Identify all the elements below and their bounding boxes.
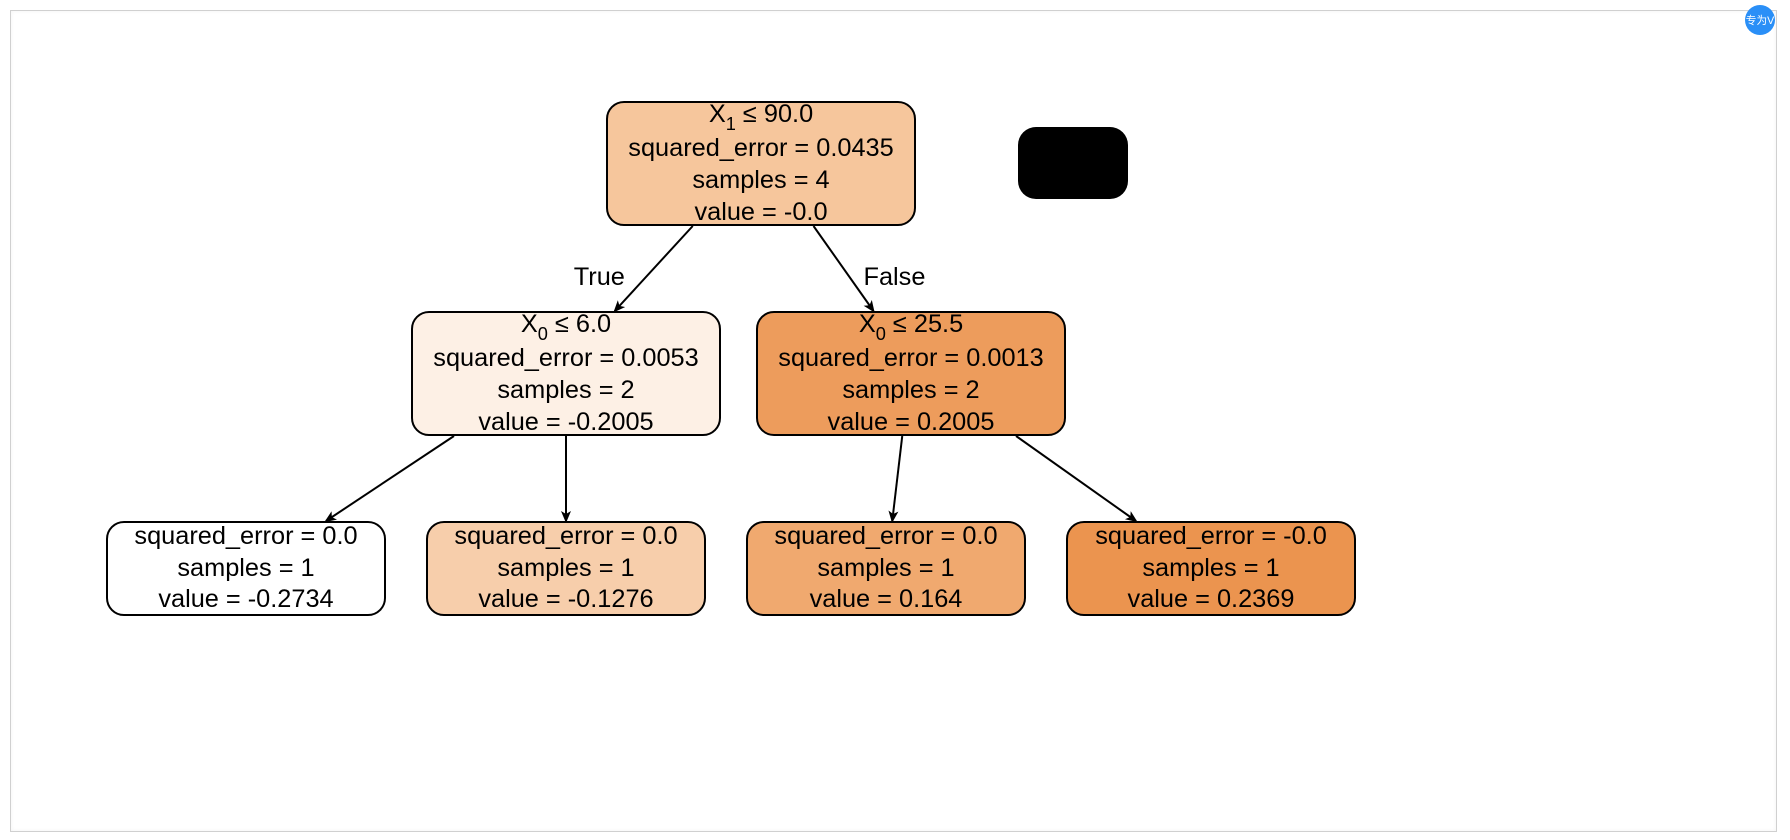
node-split-rule: X0 ≤ 6.0 [521, 309, 611, 344]
edge-label-false: False [864, 263, 926, 292]
node-squared-error: squared_error = 0.0013 [778, 343, 1043, 375]
node-value: value = -0.2005 [478, 407, 653, 439]
node-squared-error: squared_error = 0.0053 [433, 343, 698, 375]
node-value: value = -0.1276 [478, 584, 653, 616]
edge-R-RL [892, 436, 902, 521]
edge-R-RR [1016, 436, 1136, 521]
tree-node-root: X1 ≤ 90.0squared_error = 0.0435samples =… [606, 101, 916, 226]
node-squared-error: squared_error = -0.0 [1095, 521, 1327, 553]
node-value: value = 0.2005 [828, 407, 995, 439]
node-value: value = 0.2369 [1128, 584, 1295, 616]
node-squared-error: squared_error = 0.0 [774, 521, 997, 553]
node-squared-error: squared_error = 0.0 [454, 521, 677, 553]
node-squared-error: squared_error = 0.0 [134, 521, 357, 553]
node-samples: samples = 4 [692, 165, 829, 197]
edge-label-true: True [574, 263, 625, 292]
node-samples: samples = 1 [177, 553, 314, 585]
edge-L-LL [326, 436, 454, 521]
node-split-rule: X1 ≤ 90.0 [709, 99, 813, 134]
tree-node-RR: squared_error = -0.0samples = 1value = 0… [1066, 521, 1356, 616]
edge-root-L [615, 226, 693, 311]
node-squared-error: squared_error = 0.0435 [628, 133, 893, 165]
legend-black-box [1018, 127, 1128, 199]
node-samples: samples = 1 [1142, 553, 1279, 585]
watermark-badge: 专为V [1745, 5, 1775, 35]
node-value: value = -0.0 [694, 197, 827, 229]
diagram-canvas: X1 ≤ 90.0squared_error = 0.0435samples =… [10, 10, 1777, 832]
tree-node-R: X0 ≤ 25.5squared_error = 0.0013samples =… [756, 311, 1066, 436]
tree-node-L: X0 ≤ 6.0squared_error = 0.0053samples = … [411, 311, 721, 436]
node-samples: samples = 1 [817, 553, 954, 585]
tree-node-RL: squared_error = 0.0samples = 1value = 0.… [746, 521, 1026, 616]
node-samples: samples = 2 [497, 375, 634, 407]
tree-node-LR: squared_error = 0.0samples = 1value = -0… [426, 521, 706, 616]
watermark-text: 专为V [1746, 13, 1774, 28]
node-samples: samples = 1 [497, 553, 634, 585]
node-split-rule: X0 ≤ 25.5 [859, 309, 963, 344]
node-value: value = 0.164 [810, 584, 963, 616]
tree-node-LL: squared_error = 0.0samples = 1value = -0… [106, 521, 386, 616]
node-samples: samples = 2 [842, 375, 979, 407]
node-value: value = -0.2734 [158, 584, 333, 616]
